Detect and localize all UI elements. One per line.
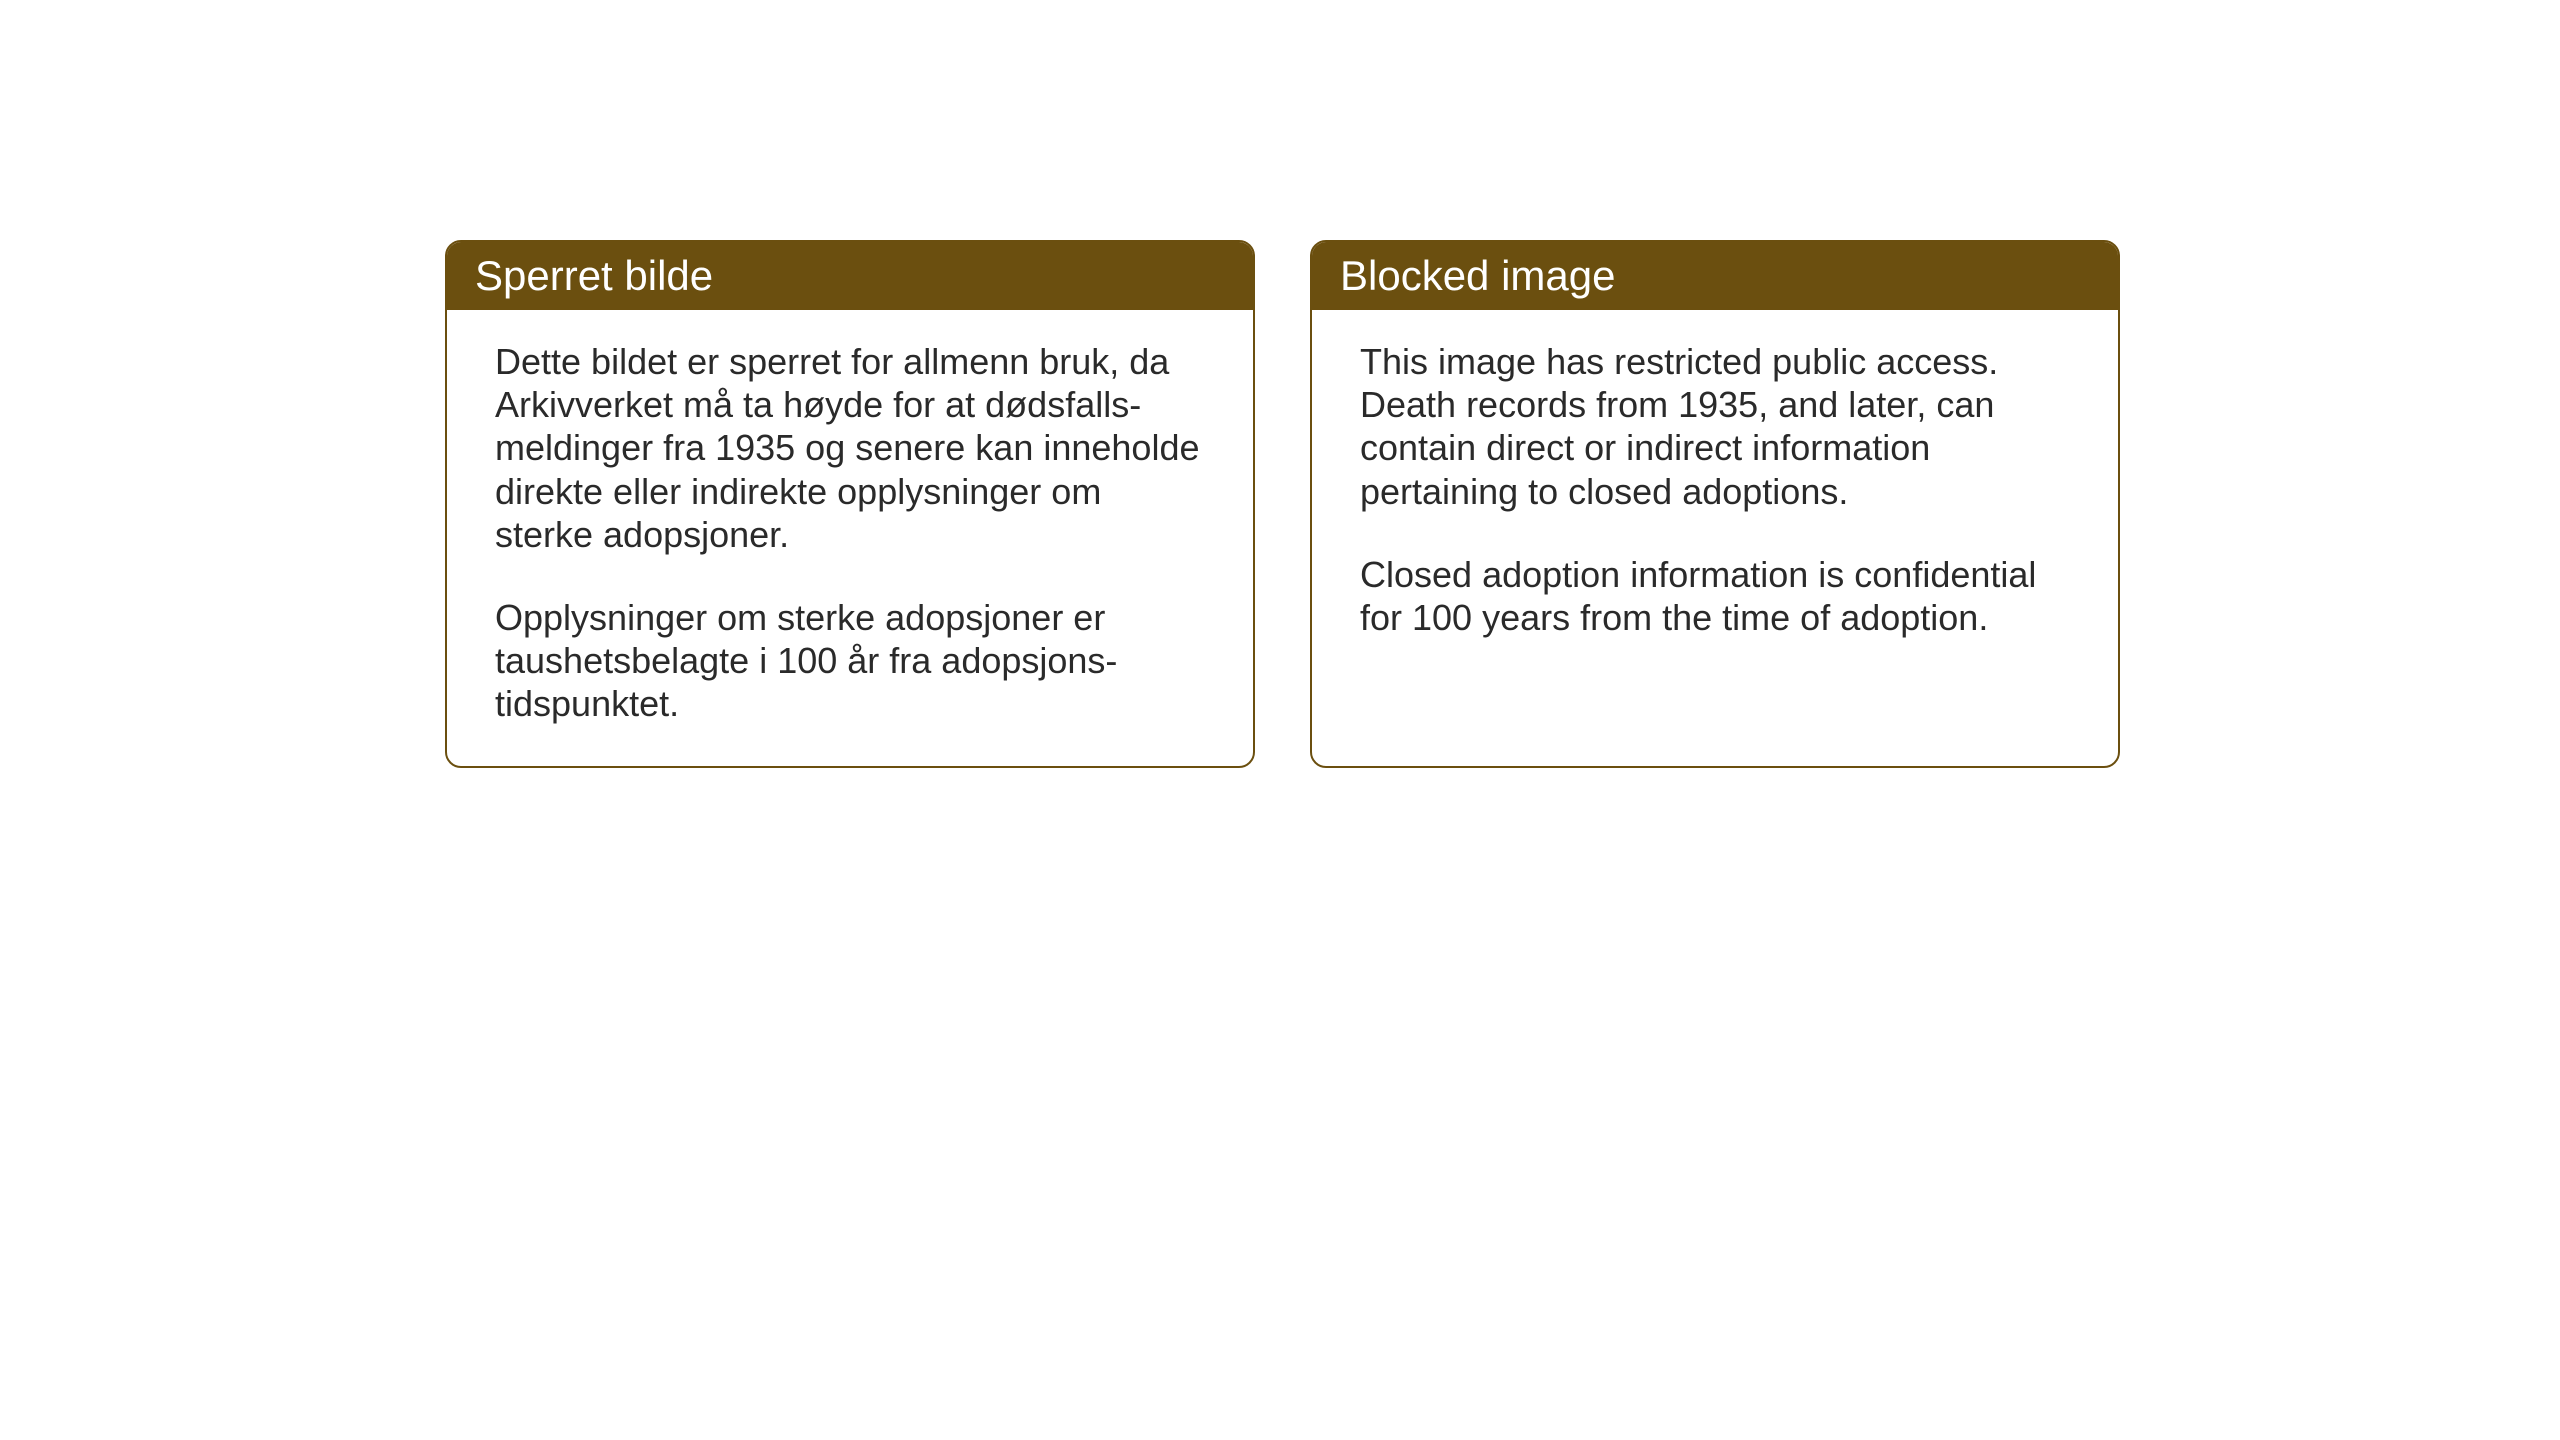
norwegian-card: Sperret bilde Dette bildet er sperret fo…: [445, 240, 1255, 768]
english-paragraph-2: Closed adoption information is confident…: [1360, 553, 2070, 639]
english-card-header: Blocked image: [1312, 242, 2118, 310]
english-card-body: This image has restricted public access.…: [1312, 310, 2118, 755]
cards-container: Sperret bilde Dette bildet er sperret fo…: [445, 240, 2120, 768]
norwegian-card-text: Dette bildet er sperret for allmenn bruk…: [495, 340, 1205, 726]
norwegian-card-title: Sperret bilde: [475, 252, 1225, 300]
english-card: Blocked image This image has restricted …: [1310, 240, 2120, 768]
english-paragraph-1: This image has restricted public access.…: [1360, 340, 2070, 513]
english-card-title: Blocked image: [1340, 252, 2090, 300]
norwegian-card-header: Sperret bilde: [447, 242, 1253, 310]
norwegian-card-body: Dette bildet er sperret for allmenn bruk…: [447, 310, 1253, 766]
english-card-text: This image has restricted public access.…: [1360, 340, 2070, 639]
norwegian-paragraph-2: Opplysninger om sterke adopsjoner er tau…: [495, 596, 1205, 726]
norwegian-paragraph-1: Dette bildet er sperret for allmenn bruk…: [495, 340, 1205, 556]
